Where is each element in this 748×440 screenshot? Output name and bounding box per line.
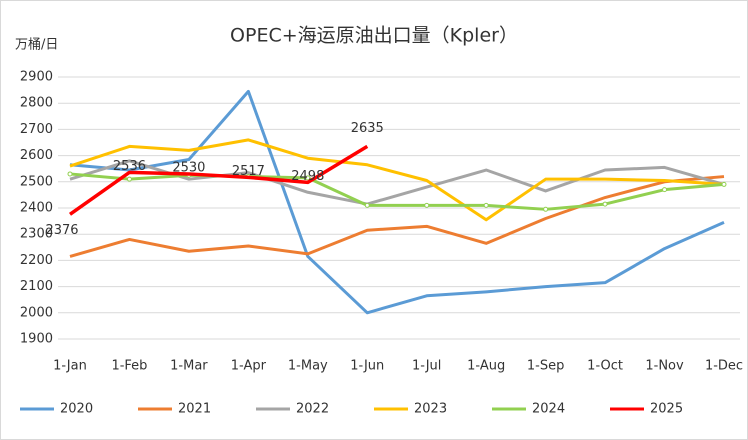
legend-label: 2023	[414, 402, 447, 417]
legend-label: 2024	[532, 402, 565, 417]
x-tick-label: 1-Nov	[645, 359, 684, 374]
point-marker	[662, 187, 668, 193]
legend-label: 2022	[296, 402, 329, 417]
point-marker	[424, 202, 430, 208]
series-line	[69, 89, 725, 315]
point-marker	[721, 181, 727, 187]
y-tick-label: 2200	[20, 253, 53, 268]
x-tick-label: 1-Dec	[705, 359, 743, 374]
point-marker	[543, 206, 549, 212]
data-label: 2536	[113, 159, 146, 174]
y-tick-label: 2500	[20, 174, 53, 189]
series-line	[69, 138, 725, 222]
data-label: 2530	[172, 160, 205, 175]
data-label: 2498	[291, 169, 324, 184]
point-marker	[364, 202, 370, 208]
x-tick-label: 1-Oct	[587, 359, 623, 374]
series-line	[69, 175, 725, 258]
x-tick-label: 1-Jun	[350, 359, 384, 374]
y-tick-label: 2700	[20, 122, 53, 137]
x-tick-label: 1-Jan	[53, 359, 87, 374]
x-tick-label: 1-Apr	[231, 359, 267, 374]
x-tick-label: 1-Aug	[467, 359, 505, 374]
y-tick-label: 2000	[20, 305, 53, 320]
y-tick-label: 2900	[20, 70, 53, 85]
legend-label: 2020	[60, 402, 93, 417]
x-tick-label: 1-May	[288, 359, 328, 374]
series-line	[68, 144, 369, 216]
data-label: 2517	[232, 164, 265, 179]
y-tick-label: 2100	[20, 279, 53, 294]
y-tick-label: 2300	[20, 227, 53, 242]
legend-label: 2025	[650, 402, 683, 417]
y-tick-label: 2600	[20, 148, 53, 163]
series-line	[69, 172, 725, 211]
point-marker	[126, 176, 132, 182]
x-tick-label: 1-Feb	[111, 359, 147, 374]
data-label: 2635	[351, 121, 384, 136]
y-tick-label: 2800	[20, 96, 53, 111]
point-marker	[67, 171, 73, 177]
point-marker	[602, 201, 608, 207]
y-tick-label: 2400	[20, 201, 53, 216]
point-marker	[483, 202, 489, 208]
y-axis-label: 万桶/日	[15, 38, 58, 53]
chart-title: OPEC+海运原油出口量（Kpler）	[230, 25, 518, 47]
y-tick-label: 1900	[20, 332, 53, 347]
x-tick-label: 1-Sep	[527, 359, 564, 374]
x-tick-label: 1-Mar	[170, 359, 208, 374]
legend-label: 2021	[178, 402, 211, 417]
point-marker	[305, 175, 311, 181]
x-tick-label: 1-Jul	[412, 359, 441, 374]
data-label: 2376	[45, 223, 78, 238]
